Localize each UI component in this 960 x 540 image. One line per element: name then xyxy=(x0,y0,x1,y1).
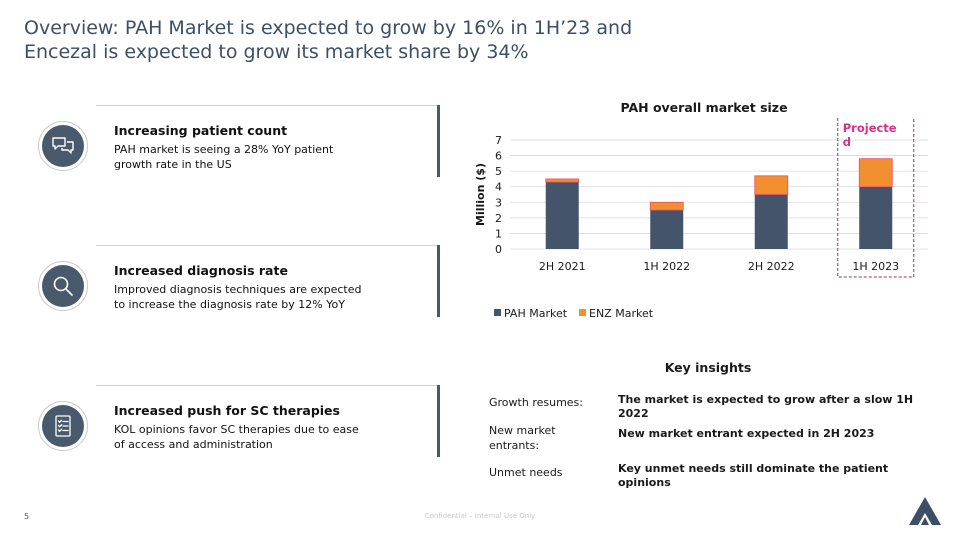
legend-label: PAH Market xyxy=(504,307,568,320)
legend-swatch xyxy=(494,309,501,316)
insight-text: The market is expected to grow after a s… xyxy=(618,393,914,420)
chart-title: PAH overall market size xyxy=(620,100,788,115)
card-patient-count: Increasing patient count PAH market is s… xyxy=(38,105,440,177)
card-accent-bar xyxy=(437,105,440,177)
card-text: Improved diagnosis techniques are expect… xyxy=(114,283,362,311)
card-text: PAH market is seeing a 28% YoY patient g… xyxy=(114,143,334,171)
bar-enz-market xyxy=(545,178,580,183)
icon-ring xyxy=(38,261,88,311)
insight-label: New market entrants: xyxy=(489,424,556,452)
y-tick-label: 7 xyxy=(495,134,502,147)
card-sc-therapies: Increased push for SC therapies KOL opin… xyxy=(38,385,440,457)
card-heading: Increasing patient count xyxy=(114,123,288,138)
bar-enz-market xyxy=(649,201,684,211)
y-axis-label: Million ($) xyxy=(474,163,487,226)
bar-pah-market xyxy=(859,186,893,249)
card-divider xyxy=(96,385,438,386)
y-tick-label: 1 xyxy=(495,227,502,240)
bar-pah-market xyxy=(545,182,579,249)
insight-text: New market entrant expected in 2H 2023 xyxy=(618,427,875,440)
bar-enz-market xyxy=(858,158,893,188)
card-divider xyxy=(96,245,438,246)
slide-title: Overview: PAH Market is expected to grow… xyxy=(24,16,924,64)
x-tick-label: 2H 2021 xyxy=(539,260,586,273)
icon-ring xyxy=(38,121,88,171)
card-text: KOL opinions favor SC therapies due to e… xyxy=(114,423,359,451)
insight-label: Growth resumes: xyxy=(489,396,583,409)
chat-bubbles-icon xyxy=(42,125,84,167)
icon-ring xyxy=(38,401,88,451)
y-tick-label: 4 xyxy=(495,181,502,194)
x-tick-label: 2H 2022 xyxy=(748,260,795,273)
legend-swatch xyxy=(579,309,586,316)
insight-text: Key unmet needs still dominate the patie… xyxy=(618,462,889,489)
bar-enz-market xyxy=(754,175,789,195)
x-tick-label: 1H 2022 xyxy=(643,260,690,273)
projected-box xyxy=(837,118,915,278)
magnifier-icon xyxy=(42,265,84,307)
checklist-icon xyxy=(42,405,84,447)
insight-label: Unmet needs xyxy=(489,466,563,479)
bar-pah-market xyxy=(754,194,788,249)
y-tick-label: 2 xyxy=(495,212,502,225)
page-number: 5 xyxy=(24,512,30,521)
card-accent-bar xyxy=(437,245,440,317)
y-tick-label: 6 xyxy=(495,150,502,163)
card-accent-bar xyxy=(437,385,440,457)
y-tick-label: 0 xyxy=(495,243,502,256)
company-logo-icon xyxy=(909,497,941,525)
y-tick-label: 3 xyxy=(495,196,502,209)
title-line-1: Overview: PAH Market is expected to grow… xyxy=(24,17,633,39)
confidential-footer: Confidential – Internal Use Only xyxy=(424,512,536,520)
card-divider xyxy=(96,105,438,106)
legend-label: ENZ Market xyxy=(589,307,654,320)
market-size-chart: 0 1 2 3 4 5 6 7 Million ($) 2H 2021 1H 2022 2H 2022… xyxy=(474,118,928,320)
card-heading: Increased push for SC therapies xyxy=(114,403,340,418)
card-diagnosis-rate: Increased diagnosis rate Improved diagno… xyxy=(38,245,440,317)
title-line-2: Encezal is expected to grow its market s… xyxy=(24,41,529,63)
bar-pah-market xyxy=(650,210,684,249)
x-tick-label: 1H 2023 xyxy=(852,260,899,273)
projected-label: Projecte d xyxy=(843,121,897,149)
y-tick-label: 5 xyxy=(495,165,502,178)
card-heading: Increased diagnosis rate xyxy=(114,263,288,278)
key-insights-title: Key insights xyxy=(664,360,752,375)
